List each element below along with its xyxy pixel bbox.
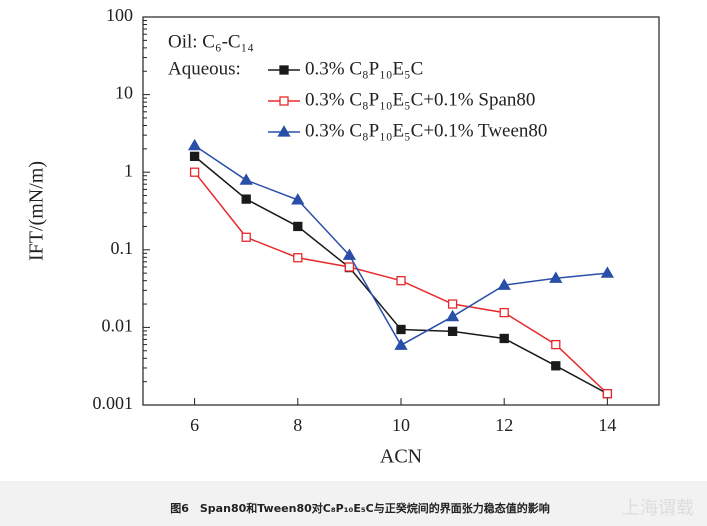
marker bbox=[497, 278, 511, 290]
marker bbox=[499, 333, 509, 344]
watermark: 上海谓载 bbox=[622, 498, 694, 519]
y-tick-label: 0.1 bbox=[111, 238, 134, 258]
marker bbox=[551, 339, 561, 350]
y-tick-label: 1 bbox=[124, 160, 133, 180]
marker bbox=[189, 151, 200, 162]
caption: 图6 Span80和Tween80对C₈P₁₀E₅C与正癸烷间的界面张力稳态值的… bbox=[170, 501, 550, 515]
x-axis-label: ACN bbox=[380, 446, 422, 468]
x-tick-label: 6 bbox=[190, 415, 199, 435]
legend-label: 0.3% C₈P₁₀E₅C+0.1% Span80 bbox=[305, 89, 535, 110]
marker bbox=[241, 194, 251, 204]
marker bbox=[549, 271, 563, 283]
x-tick-label: 10 bbox=[392, 415, 410, 435]
marker bbox=[293, 253, 303, 263]
marker bbox=[600, 266, 615, 278]
marker bbox=[499, 307, 509, 318]
marker bbox=[293, 221, 303, 232]
marker bbox=[447, 326, 458, 336]
y-tick-label: 0.01 bbox=[102, 316, 134, 336]
marker bbox=[396, 276, 406, 286]
series-line bbox=[194, 145, 608, 347]
marker bbox=[344, 262, 355, 272]
y-axis-label: IFT/(mN/m) bbox=[26, 161, 48, 261]
marker bbox=[189, 167, 200, 177]
x-tick-label: 12 bbox=[495, 415, 513, 435]
marker bbox=[447, 299, 458, 309]
y-tick-label: 0.001 bbox=[93, 393, 134, 413]
y-tick-label: 100 bbox=[106, 5, 133, 25]
annotation: Aqueous: bbox=[168, 58, 241, 79]
marker bbox=[602, 389, 613, 399]
marker bbox=[394, 338, 408, 350]
series-line bbox=[194, 155, 608, 395]
x-tick-label: 8 bbox=[293, 415, 302, 435]
marker bbox=[396, 324, 406, 335]
marker bbox=[291, 193, 305, 205]
y-tick-label: 10 bbox=[115, 83, 133, 103]
caption-bar bbox=[0, 481, 707, 526]
marker bbox=[551, 361, 561, 371]
x-tick-label: 14 bbox=[598, 415, 616, 435]
marker bbox=[239, 173, 253, 185]
marker bbox=[342, 248, 357, 260]
annotation: Oil: C₆-C₁₄ bbox=[168, 31, 254, 52]
legend-marker bbox=[279, 65, 289, 75]
legend-marker bbox=[277, 125, 291, 137]
marker bbox=[241, 232, 251, 242]
marker bbox=[187, 138, 202, 151]
marker bbox=[445, 309, 460, 322]
legend-label: 0.3% C₈P₁₀E₅C bbox=[305, 58, 423, 79]
legend-marker bbox=[279, 96, 289, 106]
legend-label: 0.3% C₈P₁₀E₅C+0.1% Tween80 bbox=[305, 120, 547, 141]
